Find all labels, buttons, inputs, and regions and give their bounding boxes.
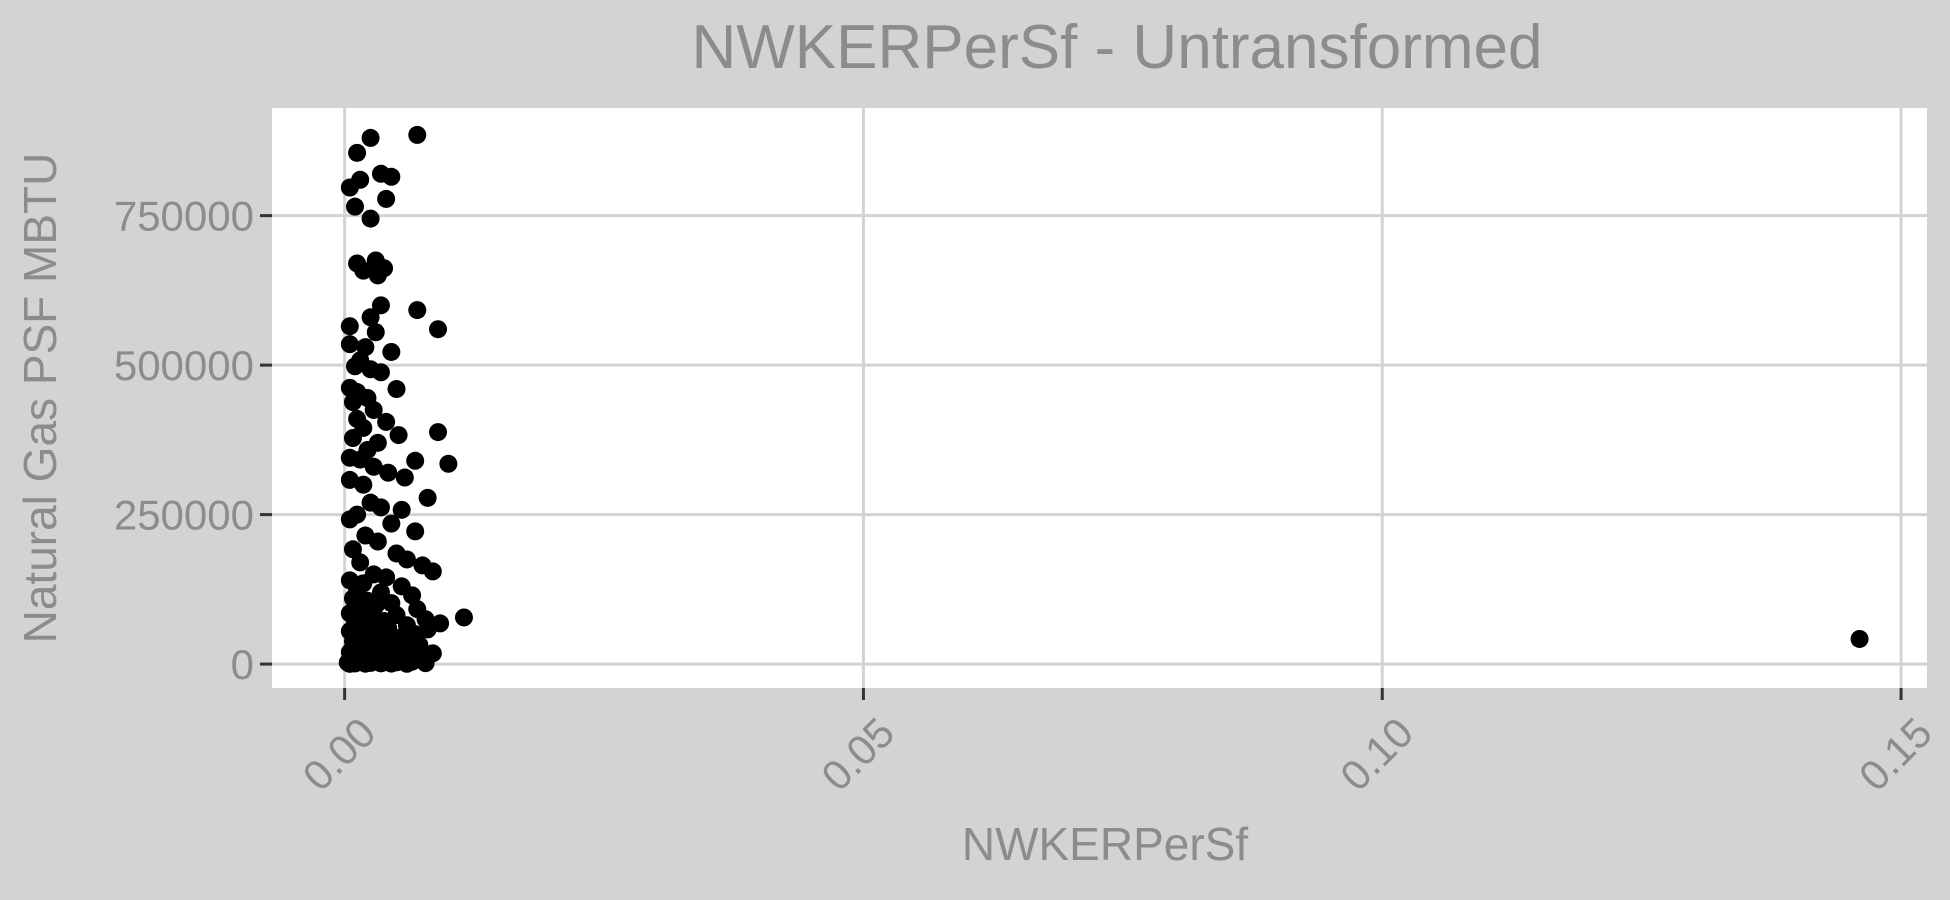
y-tick-label: 0 <box>231 641 254 688</box>
y-axis-title: Natural Gas PSF MBTU <box>14 153 66 644</box>
scatter-point <box>343 540 362 559</box>
scatter-point <box>371 498 390 517</box>
plot-panel <box>272 108 1927 688</box>
scatter-point <box>371 363 390 382</box>
scatter-point <box>361 128 380 147</box>
scatter-point <box>351 553 370 572</box>
y-tick-label: 250000 <box>114 492 254 539</box>
axis-ticks <box>260 214 1903 700</box>
scatter-point <box>403 586 422 605</box>
scatter-point <box>364 400 383 419</box>
y-tick-label: 750000 <box>114 193 254 240</box>
scatter-point <box>379 463 398 482</box>
scatter-point <box>340 654 359 673</box>
scatter-point <box>368 266 387 285</box>
scatter-point <box>340 317 359 336</box>
scatter-point <box>354 475 373 494</box>
scatter-point <box>340 510 359 529</box>
gridlines <box>272 108 1927 688</box>
scatter-point <box>377 568 396 587</box>
scatter-point <box>368 532 387 551</box>
scatter-point <box>397 550 416 569</box>
scatter-point <box>351 450 370 469</box>
scatter-point <box>343 589 362 608</box>
scatter-point <box>408 301 427 320</box>
scatter-point <box>348 143 367 162</box>
scatter-point <box>454 608 473 627</box>
x-axis-title: NWKERPerSf <box>962 818 1248 870</box>
scatter-point <box>346 357 365 376</box>
scatter-point <box>423 562 442 581</box>
scatter-point <box>346 197 365 216</box>
y-tick-label: 500000 <box>114 342 254 389</box>
scatter-point <box>340 178 359 197</box>
scatter-point <box>361 209 380 228</box>
scatter-point <box>361 308 380 327</box>
scatter-point <box>382 654 401 673</box>
scatter-point <box>354 261 373 280</box>
scatter-point <box>416 654 435 673</box>
scatter-point <box>366 323 385 342</box>
scatter-point <box>395 468 414 487</box>
scatter-point <box>397 654 416 673</box>
scatter-point <box>382 342 401 361</box>
scatter-point <box>371 296 390 315</box>
chart-title: NWKERPerSf - Untransformed <box>692 13 1543 82</box>
data-points <box>338 125 1869 673</box>
scatter-point <box>343 393 362 412</box>
scatter-point <box>406 451 425 470</box>
scatter-point <box>377 412 396 431</box>
scatter-point <box>429 320 448 339</box>
scatter-point <box>439 454 458 473</box>
scatter-point <box>389 426 408 445</box>
scatter-point <box>429 423 448 442</box>
scatter-point <box>1850 629 1869 648</box>
scatter-point <box>377 189 396 208</box>
scatter-point <box>382 514 401 533</box>
scatter-point <box>387 380 406 399</box>
scatter-point <box>408 125 427 144</box>
scatter-point <box>356 654 375 673</box>
scatter-point <box>364 457 383 476</box>
scatter-point <box>382 167 401 186</box>
scatter-point <box>340 335 359 354</box>
scatter-point <box>392 500 411 519</box>
scatter-point <box>343 429 362 448</box>
scatter-point <box>418 488 437 507</box>
scatter-point <box>406 522 425 541</box>
